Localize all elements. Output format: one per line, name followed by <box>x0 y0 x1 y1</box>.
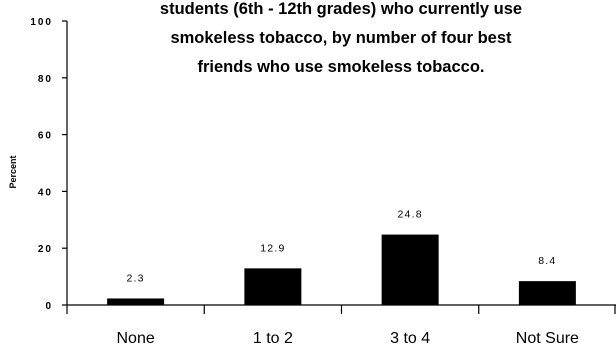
chart-title: students (6th - 12th grades) who current… <box>160 0 522 76</box>
bar-data-label: 2.3 <box>127 272 145 284</box>
y-tick-label: 40 <box>38 187 53 198</box>
y-tick-label: 80 <box>38 74 53 85</box>
y-tick-label: 60 <box>38 131 53 142</box>
chart-title-line-1: students (6th - 12th grades) who current… <box>160 0 522 18</box>
bar <box>381 234 439 305</box>
x-category-label: None <box>117 330 155 347</box>
x-category-label: Not Sure <box>516 330 579 347</box>
bar <box>107 298 165 305</box>
bar-data-label: 12.9 <box>260 242 285 254</box>
bars: 2.3 12.9 24.8 8.4 <box>107 209 576 305</box>
chart-title-line-3: friends who use smokeless tobacco. <box>197 58 484 76</box>
x-category-label: 1 to 2 <box>253 330 293 347</box>
x-axis: None 1 to 2 3 to 4 Not Sure <box>66 304 616 347</box>
bar-data-label: 24.8 <box>398 209 423 221</box>
bar <box>244 268 302 305</box>
y-tick-label: 20 <box>38 244 53 255</box>
bar <box>518 281 576 305</box>
chart-title-line-2: smokeless tobacco, by number of four bes… <box>170 29 512 47</box>
y-tick-label: 0 <box>45 301 53 312</box>
bar-data-label: 8.4 <box>538 255 556 267</box>
y-tick-label: 100 <box>30 17 53 28</box>
y-axis: 0 20 40 60 80 100 <box>30 17 68 312</box>
x-category-label: 3 to 4 <box>390 330 430 347</box>
y-axis-label: Percent <box>8 155 18 188</box>
